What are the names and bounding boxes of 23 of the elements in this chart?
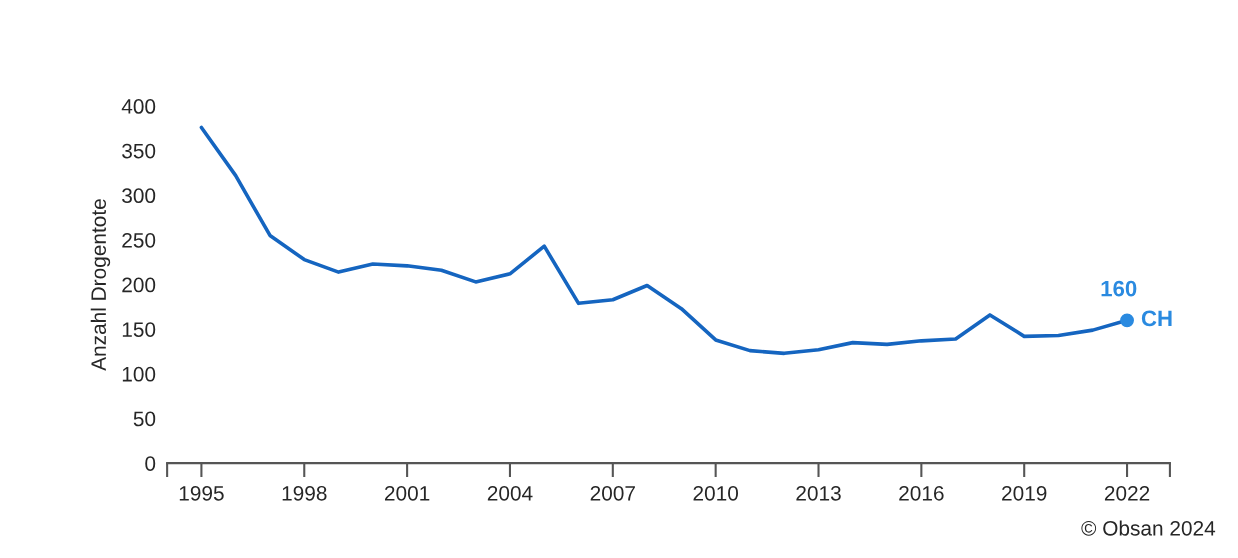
y-tick-label: 400 [121,99,156,114]
x-tick-label: 2013 [796,485,841,501]
x-tick-label: 2007 [590,485,635,501]
x-tick-label: 2001 [384,485,430,501]
y-tick-label: 350 [122,143,156,159]
text: © Obsan 2024 [1081,520,1216,536]
x-tick-label: 2004 [487,485,533,501]
x-tick-label: 1998 [282,485,327,501]
y-tick-label: 150 [122,322,156,337]
y-tick-label: 0 [145,456,156,471]
y-tick-label: 250 [122,232,156,248]
x-tick-label: 2019 [1002,485,1047,501]
series-label: CH [1141,310,1172,327]
x-tick-label: 2010 [693,485,739,501]
data-label: 160 [1101,280,1137,297]
x-tick-label: 2016 [899,485,944,501]
x-tick-label: 2022 [1104,485,1150,501]
x-tick-label: 1995 [179,485,224,501]
y-tick-label: 50 [133,411,156,427]
y-tick-label: 300 [122,188,156,204]
y-tick-label: 100 [122,366,156,382]
y-axis-title: Anzahl Drogentote [90,199,111,371]
y-tick-label: 200 [122,277,156,293]
